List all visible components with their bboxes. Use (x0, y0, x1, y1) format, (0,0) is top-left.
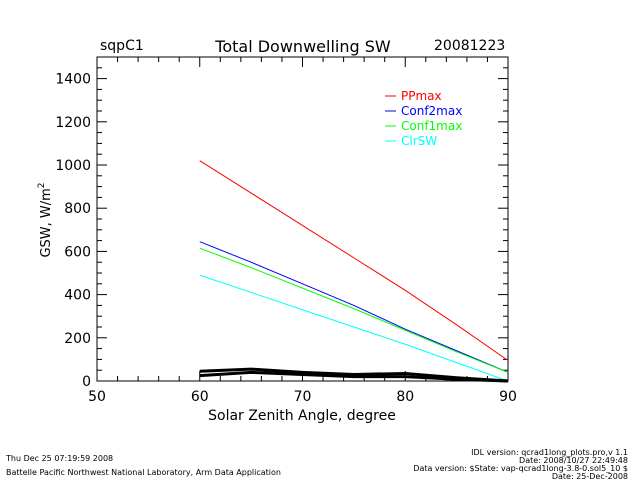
y-tick-label: 600 (64, 244, 91, 260)
date-label: 20081223 (434, 38, 505, 54)
series-line-conf1max (199, 247, 509, 373)
y-tick-label: 1200 (55, 115, 91, 131)
legend-label: Conf1max (401, 119, 462, 133)
y-axis-label-sup: 2 (37, 182, 47, 188)
series-line-conf2max (199, 241, 509, 373)
legend-label: ClrSW (401, 134, 437, 148)
series-line-unnamed-4 (199, 367, 509, 383)
x-axis-label: Solar Zenith Angle, degree (208, 408, 396, 424)
site-label: sqpC1 (100, 38, 144, 54)
y-axis-label: GSW, W/m2 (37, 182, 54, 257)
x-tick-label: 80 (396, 389, 414, 405)
footer-idl: IDL version: qcrad1long_plots.pro,v 1.1 (471, 448, 628, 457)
footer-timestamp: Thu Dec 25 07:19:59 2008 (5, 454, 113, 463)
y-tick-label: 200 (64, 331, 91, 347)
legend-label: Conf2max (401, 104, 462, 118)
series-line-clrsw (199, 274, 509, 382)
y-tick-label: 1400 (55, 72, 91, 88)
footer-date2: Date: 25-Dec-2008 (552, 472, 628, 480)
series-line-unnamed-5 (199, 370, 509, 383)
series-line-ppmax (199, 160, 509, 361)
chart-title: Total Downwelling SW (214, 37, 391, 56)
x-tick-label: 90 (499, 389, 517, 405)
y-tick-label: 0 (82, 374, 91, 390)
y-axis-label-text: GSW, W/m (39, 188, 54, 257)
x-tick-label: 50 (88, 389, 106, 405)
footer-dataver: Data version: $State: vap-qcrad1long-3.8… (413, 464, 628, 473)
x-tick-label: 70 (294, 389, 312, 405)
footer-date1: Date: 2008/10/27 22:49:48 (519, 456, 628, 465)
y-tick-label: 400 (64, 288, 91, 304)
y-tick-label: 800 (64, 201, 91, 217)
footer-org: Battelle Pacific Northwest National Labo… (6, 468, 281, 477)
x-tick-label: 60 (191, 389, 209, 405)
legend-label: PPmax (401, 89, 442, 103)
y-tick-label: 1000 (55, 158, 91, 174)
